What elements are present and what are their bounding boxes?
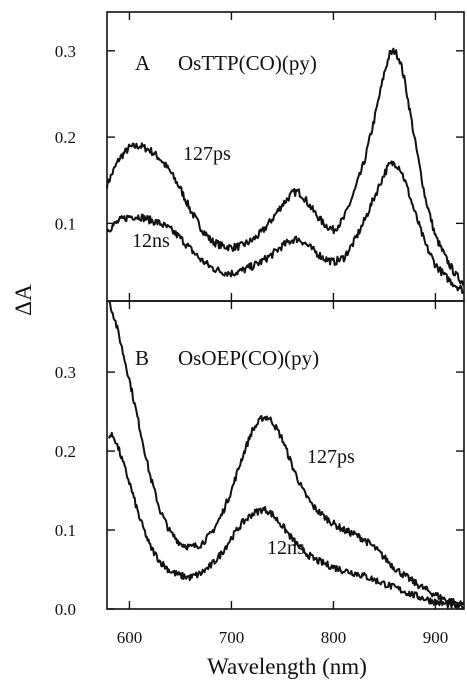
y-tick-label: 0.1	[55, 521, 76, 540]
y-tick-label: 0.3	[55, 363, 76, 382]
x-tick-label: 700	[219, 628, 245, 647]
x-tick-label: 900	[423, 628, 449, 647]
series-label-127ps: 127ps	[307, 446, 355, 468]
y-axis-title: ΔA	[11, 284, 36, 316]
y-tick-label: 0.3	[55, 42, 76, 61]
series-label-12ns: 12ns	[132, 230, 170, 252]
series-line-12ns	[108, 431, 464, 609]
x-tick-label: 800	[321, 628, 347, 647]
panel-b: 600 700 800 900 0.0 0.1 0.2 0.3 127ps 12ns	[55, 300, 465, 647]
series-label-12ns: 12ns	[267, 537, 305, 559]
y-tick-label: 0.0	[55, 600, 76, 619]
panel-b-label: B	[135, 346, 149, 370]
panel-a-title: OsTTP(CO)(py)	[178, 51, 317, 75]
x-tick-label: 600	[117, 628, 143, 647]
y-tick-label: 0.1	[55, 214, 76, 233]
plot-frame	[106, 300, 465, 610]
series-line-12ns	[106, 160, 465, 294]
y-tick-label: 0.2	[55, 442, 76, 461]
y-tick-label: 0.2	[55, 128, 76, 147]
series-label-127ps: 127ps	[183, 143, 231, 165]
series-line-127ps	[108, 301, 465, 609]
panel-a-label: A	[135, 51, 151, 75]
panel-b-title: OsOEP(CO)(py)	[178, 346, 319, 370]
series-line-127ps	[106, 47, 465, 286]
x-axis-title: Wavelength (nm)	[207, 654, 367, 679]
